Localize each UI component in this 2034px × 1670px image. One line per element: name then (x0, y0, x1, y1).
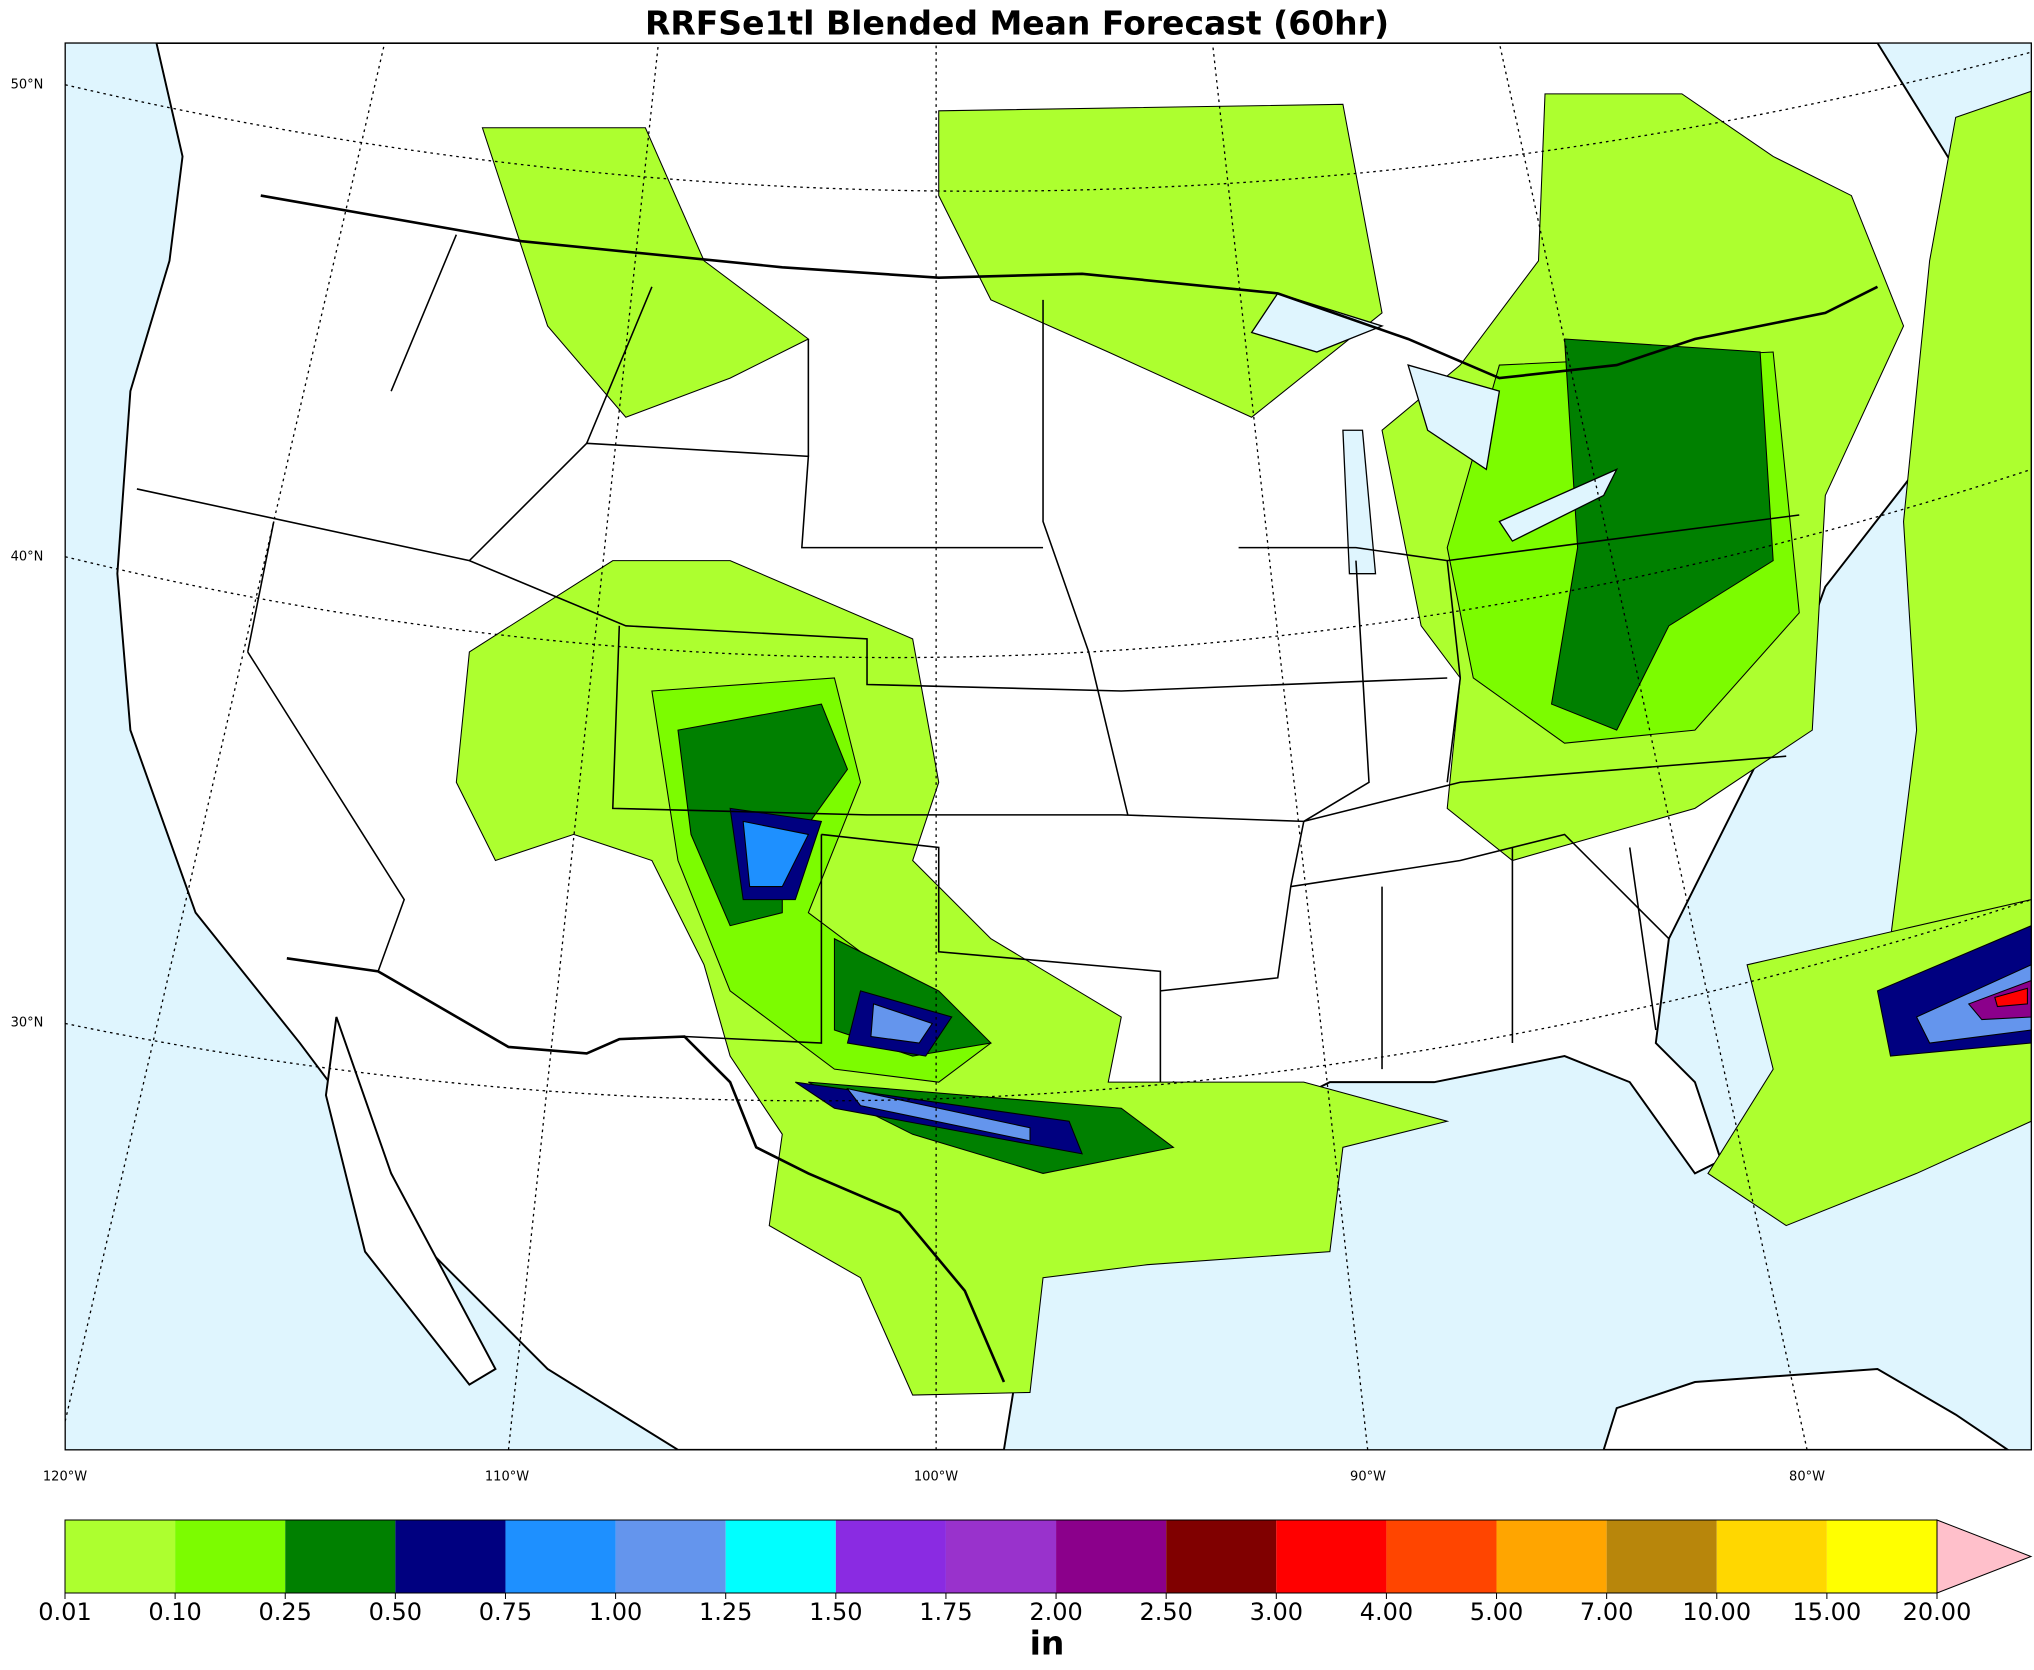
lon-label: 120°W (43, 1470, 87, 1485)
map-frame (64, 42, 2032, 1451)
colorbar-swatch (945, 1520, 1057, 1593)
colorbar-label: 0.10 (148, 1598, 201, 1626)
colorbar-label: 1.75 (919, 1598, 972, 1626)
colorbar-unit: in (1030, 1624, 1065, 1663)
colorbar-swatch (1386, 1520, 1497, 1593)
colorbar-label: 0.01 (38, 1598, 91, 1626)
lon-label: 110°W (485, 1470, 529, 1485)
colorbar-label: 0.25 (259, 1598, 312, 1626)
map (64, 42, 2032, 1451)
lon-label: 80°W (1789, 1470, 1825, 1485)
colorbar-swatch (1826, 1520, 1937, 1593)
cuba (1602, 1367, 2010, 1450)
colorbar-label: 5.00 (1470, 1598, 1523, 1626)
colorbar-swatch (175, 1520, 286, 1593)
precip-area (1994, 987, 2028, 1008)
colorbar-swatch (285, 1520, 396, 1593)
graticule (65, 43, 2032, 1450)
colorbar-swatch (725, 1520, 836, 1593)
colorbar-swatch (395, 1520, 506, 1593)
colorbar-swatch (1056, 1520, 1167, 1593)
colorbar-swatch (1276, 1520, 1387, 1593)
state-lines (136, 234, 1800, 1083)
colorbar-label: 10.00 (1682, 1598, 1751, 1626)
colorbar-swatch (1716, 1520, 1827, 1593)
lat-label: 50°N (11, 78, 44, 93)
lon-label: 90°W (1350, 1470, 1386, 1485)
colorbar-label: 1.25 (699, 1598, 752, 1626)
borders (260, 194, 1879, 1383)
colorbar-swatch (835, 1520, 946, 1593)
colorbar-label: 3.00 (1250, 1598, 1303, 1626)
precip-area (1550, 338, 1774, 731)
colorbar-swatch (1166, 1520, 1277, 1593)
colorbar-label: 1.50 (809, 1598, 862, 1626)
lon-label: 100°W (914, 1470, 958, 1485)
colorbar-label: 20.00 (1903, 1598, 1972, 1626)
colorbar-swatch (615, 1520, 726, 1593)
precip-area (742, 820, 810, 888)
precip-area (870, 1003, 934, 1044)
colorbar-label: 1.00 (589, 1598, 642, 1626)
axis-labels: 50°N 40°N 30°N 120°W 110°W 100°W 90°W 80°W (11, 78, 1825, 1485)
colorbar-swatch (1606, 1520, 1717, 1593)
precip (455, 90, 2032, 1396)
lakes (1250, 292, 1619, 575)
colorbar-label: 7.00 (1580, 1598, 1633, 1626)
colorbar-label: 2.00 (1029, 1598, 1082, 1626)
colorbar-frame (64, 1519, 1938, 1594)
colorbar-swatch (1496, 1520, 1607, 1593)
lat-label: 30°N (11, 1016, 44, 1031)
colorbar-swatch (505, 1520, 616, 1593)
baja (324, 1016, 497, 1386)
colorbar-label: 0.75 (479, 1598, 532, 1626)
colorbar-label: 4.00 (1360, 1598, 1413, 1626)
colorbar-swatch (65, 1520, 176, 1593)
title: RRFSe1tl Blended Mean Forecast (60hr) (645, 4, 1389, 43)
colorbar: 0.01 0.10 0.25 0.50 0.75 1.00 1.25 1.50 1.75 2.00… (38, 1519, 2033, 1626)
lat-label: 40°N (11, 550, 44, 565)
colorbar-label: 2.50 (1139, 1598, 1192, 1626)
colorbar-label: 0.50 (369, 1598, 422, 1626)
colorbar-label: 15.00 (1793, 1598, 1862, 1626)
precip-area (1889, 90, 2032, 940)
precip-area (481, 127, 810, 418)
colorbar-extension (1936, 1519, 2033, 1594)
